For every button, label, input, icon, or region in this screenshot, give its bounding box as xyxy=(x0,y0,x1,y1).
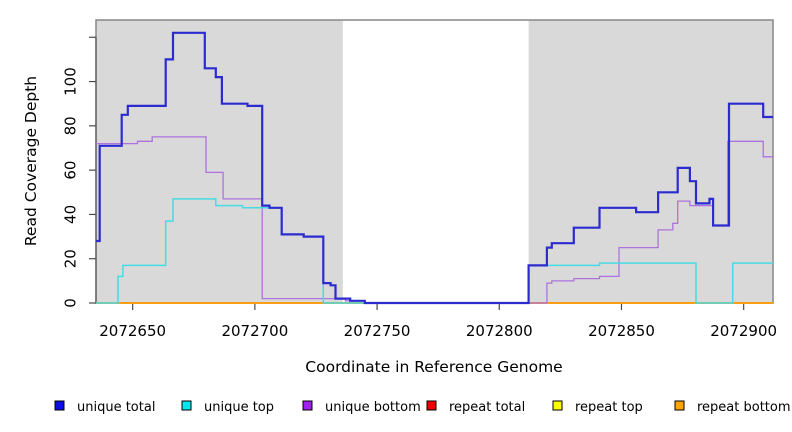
shaded-region xyxy=(96,20,343,303)
data-series xyxy=(96,31,773,305)
y-tick-label: 20 xyxy=(61,249,79,268)
y-tick-label: 0 xyxy=(61,298,79,308)
legend: unique total unique top unique bottom repea… xyxy=(54,400,791,415)
legend-label: repeat top xyxy=(575,400,643,415)
legend-label: repeat total xyxy=(449,400,525,415)
x-axis-title: Coordinate in Reference Genome xyxy=(305,358,562,376)
y-axis-title: Read Coverage Depth xyxy=(22,76,40,246)
y-tick-label: 40 xyxy=(61,205,79,224)
legend-swatch xyxy=(181,400,192,411)
x-tick-label: 2072700 xyxy=(221,322,288,340)
y-tick-label: 80 xyxy=(61,116,79,135)
x-tick-label: 2072650 xyxy=(99,322,166,340)
legend-swatch xyxy=(302,400,313,411)
legend-swatch xyxy=(426,400,437,411)
x-tick-label: 2072900 xyxy=(710,322,777,340)
x-tick-label: 2072750 xyxy=(344,322,411,340)
x-tick-label: 2072800 xyxy=(466,322,533,340)
series-path-unique-total xyxy=(96,31,773,305)
y-tick-label: 60 xyxy=(61,161,79,180)
x-tick-label: 2072850 xyxy=(588,322,655,340)
legend-item: repeat bottom xyxy=(674,400,791,415)
legend-item: unique bottom xyxy=(302,400,421,415)
legend-swatch xyxy=(54,400,65,411)
axes: 2072650 2072700 2072750 2072800 2072850 20729… xyxy=(61,36,777,340)
shaded-regions xyxy=(96,20,773,303)
legend-label: unique bottom xyxy=(325,400,421,415)
legend-label: unique total xyxy=(77,400,155,415)
legend-item: unique total xyxy=(54,400,155,415)
series-path-unique-bottom xyxy=(96,136,773,304)
legend-label: unique top xyxy=(204,400,274,415)
shaded-region xyxy=(528,20,773,303)
legend-item: repeat top xyxy=(552,400,643,415)
legend-label: repeat bottom xyxy=(697,400,791,415)
y-tick-label: 100 xyxy=(61,67,79,96)
legend-swatch xyxy=(552,400,563,411)
legend-swatch xyxy=(674,400,685,411)
legend-item: repeat total xyxy=(426,400,525,415)
legend-item: unique top xyxy=(181,400,274,415)
